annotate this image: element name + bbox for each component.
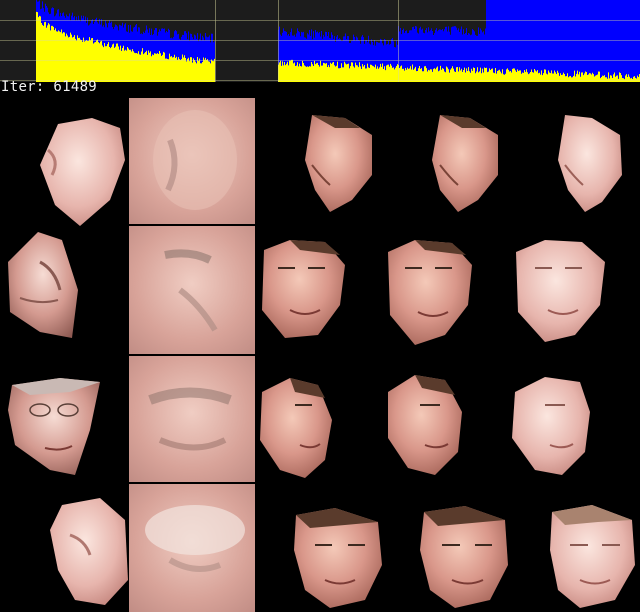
iter-value: 61489 bbox=[53, 79, 98, 95]
destination-input-face-1 bbox=[305, 115, 372, 212]
status-bar bbox=[0, 82, 640, 97]
destination-reconstruction-4 bbox=[420, 506, 508, 608]
destination-input-face-4 bbox=[294, 508, 382, 608]
source-reconstruction-1 bbox=[129, 98, 255, 224]
destination-reconstruction-1 bbox=[432, 115, 498, 212]
preview-row-2 bbox=[8, 226, 605, 354]
preview-row-3 bbox=[8, 356, 590, 482]
swap-result-3 bbox=[512, 377, 590, 475]
source-reconstruction-2 bbox=[129, 226, 255, 354]
grid-lines bbox=[0, 0, 640, 82]
preview-row-1 bbox=[40, 98, 622, 226]
source-input-face-1 bbox=[40, 118, 125, 226]
swap-result-2 bbox=[516, 240, 605, 342]
source-input-face-4 bbox=[50, 498, 128, 605]
swap-result-1 bbox=[558, 115, 622, 212]
iter-label: Iter: bbox=[1, 79, 45, 95]
destination-input-face-2 bbox=[262, 240, 345, 338]
preview-row-4 bbox=[50, 484, 635, 612]
destination-reconstruction-3 bbox=[388, 375, 462, 475]
destination-reconstruction-2 bbox=[388, 240, 472, 345]
destination-input-face-3 bbox=[260, 378, 332, 478]
source-reconstruction-3 bbox=[129, 356, 255, 482]
iteration-counter: Iter: 61489 bbox=[1, 80, 97, 95]
preview-grid bbox=[8, 98, 635, 612]
swap-result-4 bbox=[550, 505, 635, 608]
source-input-face-2 bbox=[8, 232, 78, 338]
source-input-face-3 bbox=[8, 378, 100, 475]
loss-history-graph bbox=[0, 0, 640, 82]
source-reconstruction-4 bbox=[129, 484, 255, 612]
